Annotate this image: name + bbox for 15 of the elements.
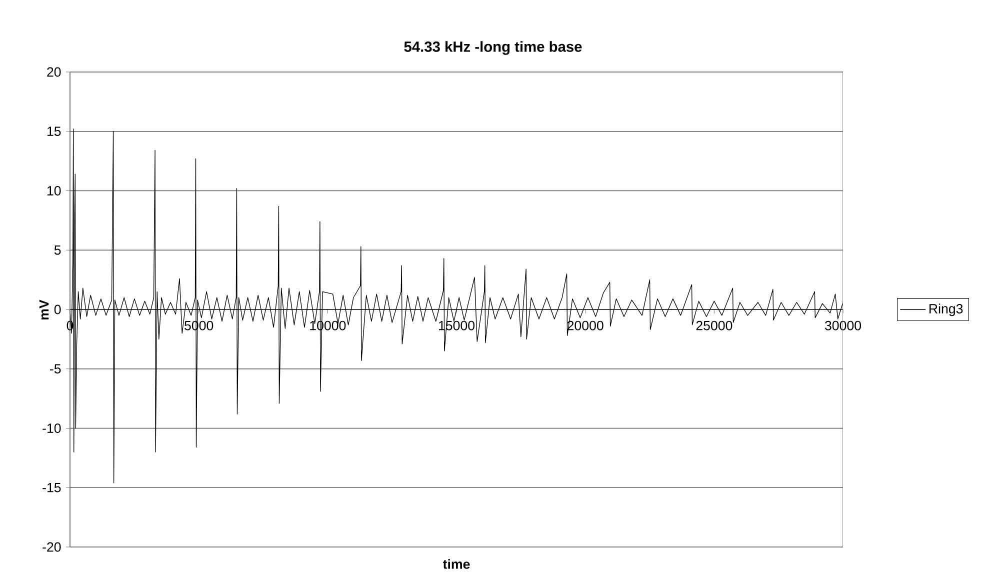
y-tick-label: -10 — [42, 424, 61, 433]
y-tick-label: 5 — [54, 245, 61, 255]
y-tick-label: 15 — [47, 126, 61, 136]
y-axis-title: mV — [39, 300, 49, 320]
x-tick-label: 30000 — [824, 320, 862, 330]
chart-title: 54.33 kHz -long time base — [404, 41, 582, 55]
y-tick-label: -20 — [42, 542, 61, 552]
x-tick-label: 25000 — [696, 320, 732, 330]
y-tick-label: -5 — [50, 364, 61, 374]
x-axis-title: time — [442, 559, 470, 569]
y-tick-label: 0 — [54, 304, 61, 314]
y-tick-label: -15 — [42, 482, 61, 492]
legend-label: Ring3 — [930, 304, 963, 316]
y-tick-label: 10 — [47, 186, 61, 196]
y-tick-label: 20 — [47, 67, 61, 77]
